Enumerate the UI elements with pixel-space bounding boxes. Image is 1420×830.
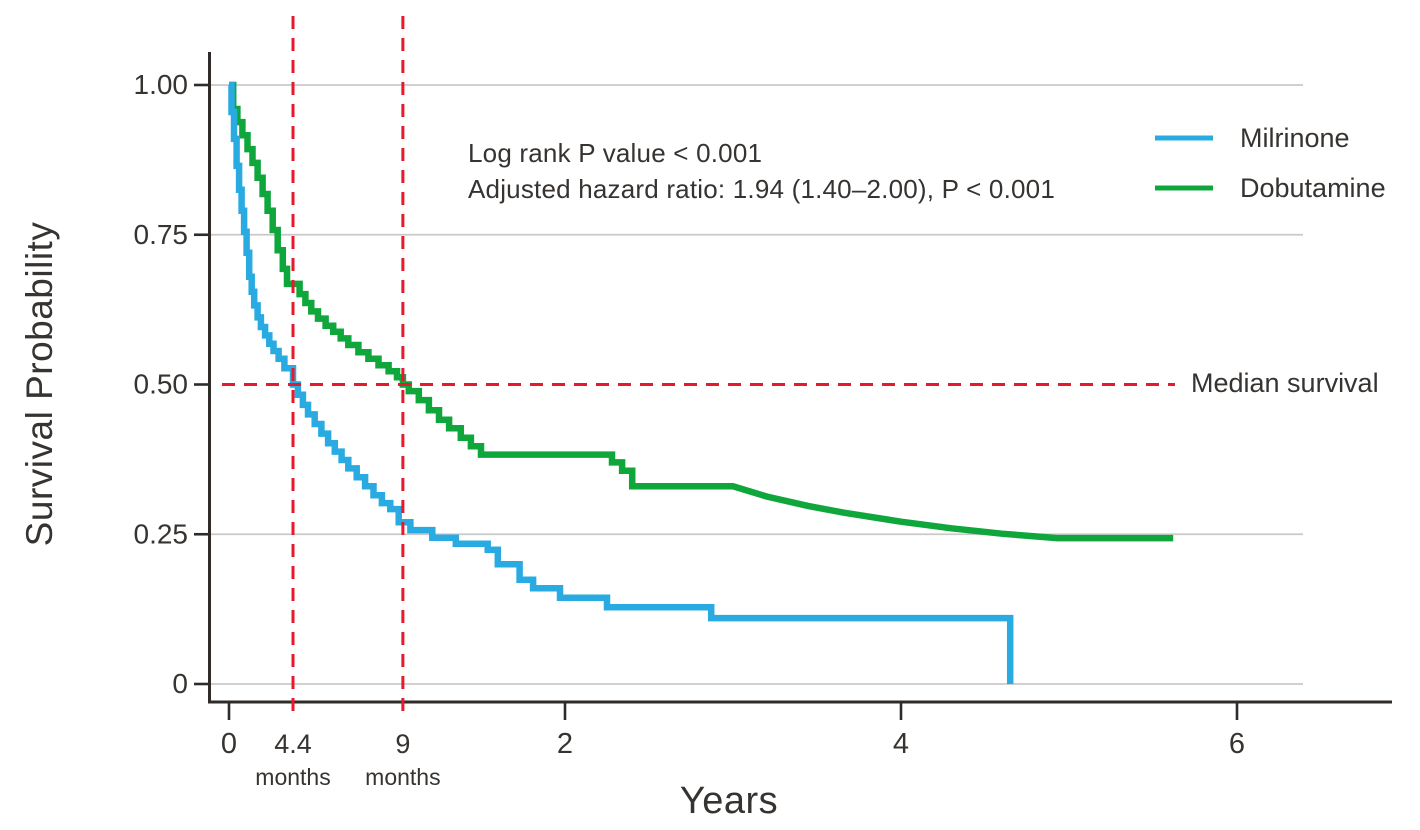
gridlines xyxy=(209,84,1303,685)
x-ticks: 0 2 4 6 xyxy=(221,702,1245,760)
y-ticks: 1.00 0.75 0.50 0.25 0 xyxy=(134,69,209,699)
y-tick-label: 0.50 xyxy=(134,369,189,400)
hazard-ratio-annotation: Adjusted hazard ratio: 1.94 (1.40–2.00),… xyxy=(468,174,1055,204)
x-tick-label: 0 xyxy=(221,728,237,760)
dobutamine-curve xyxy=(229,81,1174,542)
legend: Milrinone Dobutamine xyxy=(1155,123,1386,203)
y-tick-label: 0.75 xyxy=(134,219,189,250)
median-survival-label: Median survival xyxy=(1191,368,1379,398)
median-marker-unit: months xyxy=(255,764,330,790)
median-marker-lines: 4.4 months 9 months xyxy=(222,16,1175,790)
y-axis-title: Survival Probability xyxy=(19,222,60,547)
median-marker-value: 9 xyxy=(395,729,410,759)
x-tick-label: 4 xyxy=(893,728,909,760)
y-tick-label: 0 xyxy=(172,668,188,699)
legend-label-dobutamine: Dobutamine xyxy=(1240,173,1386,203)
legend-label-milrinone: Milrinone xyxy=(1240,123,1350,153)
y-tick-label: 0.25 xyxy=(134,518,189,549)
log-rank-annotation: Log rank P value < 0.001 xyxy=(468,138,762,168)
milrinone-curve xyxy=(228,81,1014,684)
median-marker-value: 4.4 xyxy=(274,729,312,759)
median-marker-unit: months xyxy=(365,764,440,790)
x-axis-title: Years xyxy=(680,780,778,822)
x-tick-label: 2 xyxy=(557,728,573,760)
x-tick-label: 6 xyxy=(1229,728,1245,760)
y-tick-label: 1.00 xyxy=(134,69,189,100)
survival-curves xyxy=(228,81,1174,684)
